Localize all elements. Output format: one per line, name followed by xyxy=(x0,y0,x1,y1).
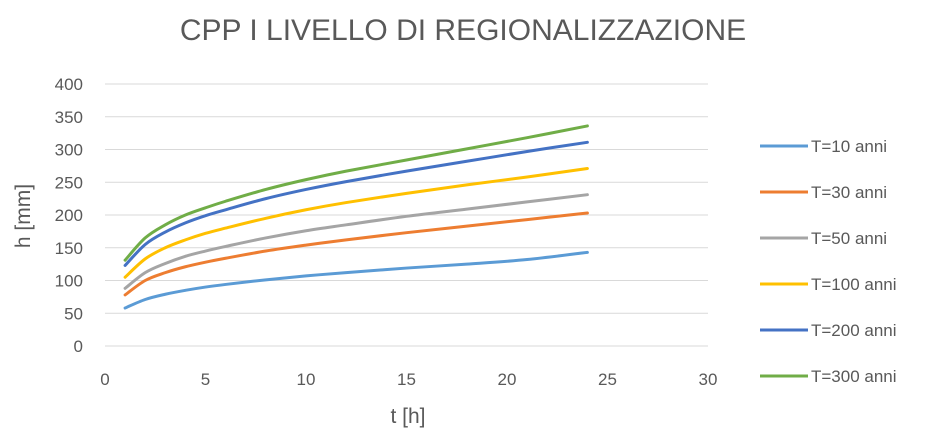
legend-item: T=10 anni xyxy=(760,137,887,156)
x-axis-ticks: 0 5 10 15 20 25 30 xyxy=(100,370,717,389)
y-tick-label: 200 xyxy=(55,206,83,225)
legend-label: T=100 anni xyxy=(811,275,897,294)
x-tick-label: 10 xyxy=(297,370,316,389)
x-tick-label: 15 xyxy=(397,370,416,389)
y-axis-ticks: 0 50 100 150 200 250 300 350 400 xyxy=(55,75,83,356)
legend-item: T=300 anni xyxy=(760,367,897,386)
plot-area xyxy=(123,124,589,310)
y-tick-label: 0 xyxy=(74,337,83,356)
x-tick-label: 30 xyxy=(699,370,718,389)
y-tick-label: 100 xyxy=(55,272,83,291)
legend-label: T=10 anni xyxy=(811,137,887,156)
series-line xyxy=(123,211,589,297)
x-tick-label: 20 xyxy=(498,370,517,389)
x-tick-label: 5 xyxy=(201,370,210,389)
series-line xyxy=(123,193,589,290)
x-axis-title: t [h] xyxy=(390,405,425,428)
series-line xyxy=(123,250,589,310)
legend-item: T=50 anni xyxy=(760,229,887,248)
x-tick-label: 0 xyxy=(100,370,109,389)
legend-label: T=200 anni xyxy=(811,321,897,340)
legend: T=10 anni T=30 anni T=50 anni T=100 anni T=2… xyxy=(760,137,897,386)
series-line xyxy=(123,167,589,279)
y-tick-label: 50 xyxy=(64,304,83,323)
gridlines xyxy=(105,83,708,314)
legend-label: T=50 anni xyxy=(811,229,887,248)
y-tick-label: 150 xyxy=(55,239,83,258)
y-tick-label: 250 xyxy=(55,173,83,192)
legend-label: T=30 anni xyxy=(811,183,887,202)
legend-item: T=200 anni xyxy=(760,321,897,340)
x-tick-label: 25 xyxy=(598,370,617,389)
legend-item: T=100 anni xyxy=(760,275,897,294)
legend-item: T=30 anni xyxy=(760,183,887,202)
y-tick-label: 350 xyxy=(55,108,83,127)
y-tick-label: 400 xyxy=(55,75,83,94)
chart-title: CPP I LIVELLO DI REGIONALIZZAZIONE xyxy=(180,14,746,47)
y-axis-title: h [mm] xyxy=(12,184,35,248)
legend-label: T=300 anni xyxy=(811,367,897,386)
series-line xyxy=(123,140,589,267)
y-tick-label: 300 xyxy=(55,141,83,160)
series-line xyxy=(123,124,589,262)
